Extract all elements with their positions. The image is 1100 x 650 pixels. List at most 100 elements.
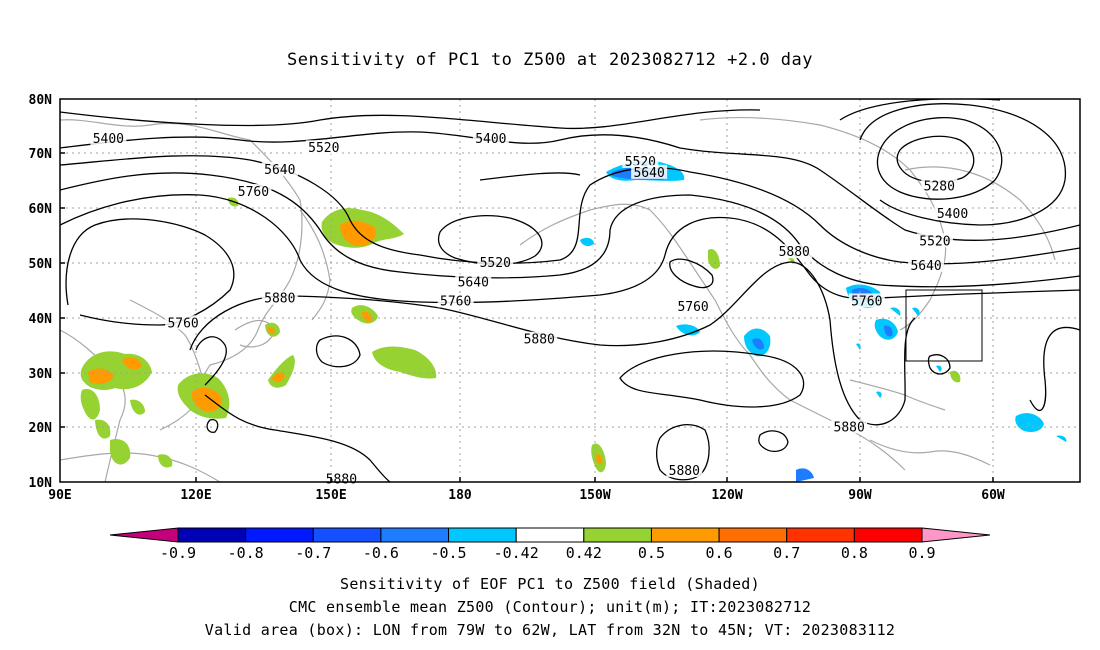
contour-label: 5880 — [264, 292, 295, 307]
contour-label: 5640 — [910, 259, 941, 274]
contour-label-bg — [908, 257, 945, 272]
contour-label-bg — [631, 164, 668, 179]
contour-label: 5400 — [937, 207, 968, 222]
colorbar-label: -0.7 — [295, 544, 331, 562]
sensitivity-shading — [80, 160, 1067, 482]
contour-label: 5760 — [851, 294, 882, 309]
colorbar-swatch — [853, 527, 923, 543]
lon-label: 90E — [48, 488, 71, 503]
contour-label: 5640 — [458, 275, 489, 290]
colorbar-swatch — [515, 527, 585, 543]
contour-label-bg — [261, 162, 298, 177]
colorbar-label: 0.42 — [566, 544, 602, 562]
contour-label: 5880 — [834, 420, 865, 435]
longitude-labels: 90E 120E 150E 180 150W 120W 90W 60W — [48, 488, 1005, 503]
contour-label: 5760 — [238, 185, 269, 200]
contour-label-bg — [622, 153, 659, 168]
colorbar-under-triangle — [109, 527, 179, 543]
latitude-labels: 80N 70N 60N 50N 40N 30N 20N 10N — [29, 93, 53, 491]
contour-label-bg — [235, 184, 272, 199]
colorbar-label: 0.8 — [841, 544, 868, 562]
lat-label: 20N — [29, 421, 53, 436]
colorbar-swatch — [718, 527, 788, 543]
colorbar-label: 0.5 — [638, 544, 665, 562]
contour-label: 5640 — [633, 166, 664, 181]
valid-area-box — [905, 289, 983, 362]
contour-label-bg — [437, 293, 474, 308]
lon-label: 120W — [711, 488, 742, 503]
colorbar-label: -0.42 — [494, 544, 539, 562]
contour-label-bg — [521, 331, 558, 346]
contour-label: 5880 — [779, 245, 810, 260]
colorbar-label: -0.6 — [363, 544, 399, 562]
lon-label: 180 — [448, 488, 472, 503]
colorbar-label: -0.9 — [160, 544, 196, 562]
contour-label-bg — [675, 298, 712, 313]
contour-label: 5760 — [167, 316, 198, 331]
colorbar-swatch — [786, 527, 855, 543]
contour-label-bg — [455, 274, 492, 289]
contour-label-bg — [776, 244, 813, 259]
contour-label: 5280 — [924, 180, 955, 195]
lon-label: 90W — [848, 488, 872, 503]
lat-label: 40N — [29, 312, 53, 327]
contour-label: 5640 — [264, 163, 295, 178]
colorbar-label: 0.6 — [706, 544, 733, 562]
lon-label: 150E — [315, 488, 346, 503]
colorbar-swatch — [245, 527, 314, 543]
colorbar-label: 0.7 — [773, 544, 800, 562]
colorbar-label: -0.8 — [228, 544, 264, 562]
map-title: Sensitivity of PC1 to Z500 at 2023082712… — [286, 50, 813, 70]
colorbar-swatch — [448, 527, 517, 543]
axis-ticks — [60, 152, 994, 482]
contour-label: 5400 — [475, 132, 506, 147]
lon-label: 150W — [579, 488, 610, 503]
gridlines — [60, 99, 1080, 482]
lat-label: 30N — [29, 367, 53, 382]
z500-contours — [60, 99, 1080, 482]
contour-label-bg — [90, 130, 127, 145]
contour-label-bg — [831, 419, 868, 434]
contour-label: 5880 — [326, 472, 357, 487]
colorbar-label: -0.5 — [430, 544, 466, 562]
caption-shading: Sensitivity of EOF PC1 to Z500 field (Sh… — [340, 575, 760, 593]
lat-label: 50N — [29, 257, 53, 272]
colorbar-swatch — [312, 527, 382, 543]
contour-label-bg — [261, 290, 298, 305]
colorbar-swatch — [650, 527, 720, 543]
contour-label-bg — [305, 140, 342, 155]
contour-labels: 5400 5400 5520 5520 5640 5640 5760 5280 5400 5520… — [90, 130, 971, 487]
contour-label: 5880 — [524, 333, 555, 348]
colorbar-over-triangle — [921, 527, 991, 543]
caption-contour: CMC ensemble mean Z500 (Contour); unit(m… — [288, 598, 812, 616]
lon-label: 120E — [180, 488, 211, 503]
colorbar-swatch — [380, 527, 450, 543]
contour-label: 5400 — [93, 132, 124, 147]
contour-label-bg — [934, 205, 971, 220]
contour-label-bg — [848, 293, 885, 308]
contour-label: 5520 — [480, 256, 511, 271]
plot-frame — [59, 98, 1081, 483]
contour-label: 5520 — [308, 141, 339, 156]
lon-label: 60W — [981, 488, 1005, 503]
contour-label-bg — [472, 130, 509, 145]
colorbar-swatch — [583, 527, 652, 543]
colorbar-swatch — [177, 527, 247, 543]
contour-label-bg — [666, 463, 703, 478]
caption-valid-area: Valid area (box): LON from 79W to 62W, L… — [204, 621, 896, 639]
lat-label: 60N — [29, 202, 53, 217]
contour-label-bg — [916, 233, 953, 248]
colorbar-label: 0.9 — [908, 544, 935, 562]
contour-label-bg — [477, 255, 514, 270]
lat-label: 70N — [29, 147, 53, 162]
contour-label-bg — [165, 315, 202, 330]
contour-label: 5520 — [919, 234, 950, 249]
lat-label: 80N — [29, 93, 53, 108]
contour-label: 5880 — [669, 464, 700, 479]
lat-label: 10N — [29, 476, 53, 491]
contour-label: 5760 — [677, 300, 708, 315]
contour-label-bg — [921, 178, 958, 193]
contour-label: 5760 — [440, 294, 471, 309]
colorbar: -0.9 -0.8 -0.7 -0.6 -0.5 -0.42 0.42 0.5 0.6 0.7 0.… — [109, 527, 991, 562]
